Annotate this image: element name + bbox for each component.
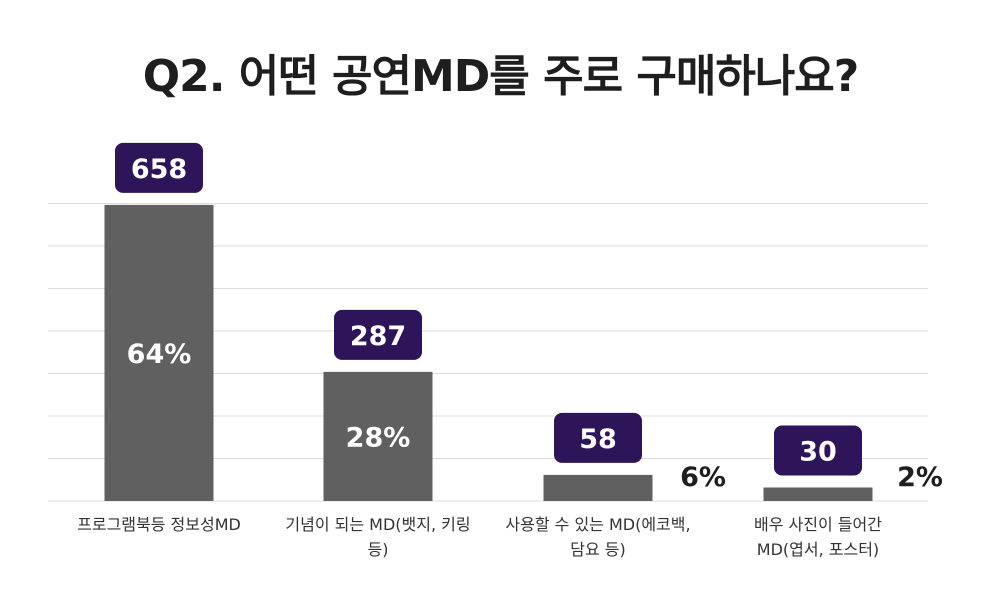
category-label-line: 배우 사진이 들어간 [754,515,882,534]
value-badge-1 [115,142,203,193]
category-label-line: 사용할 수 있는 MD(에코백, [505,515,691,534]
category-label-4: 배우 사진이 들어간 MD(엽서, 포스터) [703,512,933,562]
percent-label-3: 6% [680,462,726,493]
category-label-line: 프로그램북등 정보성MD [77,515,241,534]
bar-4 [763,487,873,501]
category-label-line: 담요 등) [570,540,626,559]
category-label-line: 기념이 되는 MD(뱃지, 키링 [285,515,471,534]
value-label-2: 287 [350,321,406,352]
percent-label-1: 64% [127,339,192,370]
value-badge-4 [774,425,862,476]
value-label-4: 30 [799,437,837,468]
value-label-1: 658 [131,154,187,185]
value-badge-3 [554,412,642,463]
value-badge-2 [334,309,422,360]
category-label-3: 사용할 수 있는 MD(에코백, 담요 등) [483,512,713,562]
category-label-1: 프로그램북등 정보성MD [44,512,274,537]
category-label-line: 등) [367,540,389,559]
bar-1 [104,204,214,501]
bar-3 [543,474,653,501]
category-label-line: MD(엽서, 포스터) [756,540,880,559]
bar-2 [323,371,433,501]
value-label-3: 58 [579,424,617,455]
percent-label-2: 28% [346,422,411,453]
percent-label-4: 2% [897,462,943,493]
chart-title: Q2. 어떤 공연MD를 주로 구매하나요? [142,51,860,102]
